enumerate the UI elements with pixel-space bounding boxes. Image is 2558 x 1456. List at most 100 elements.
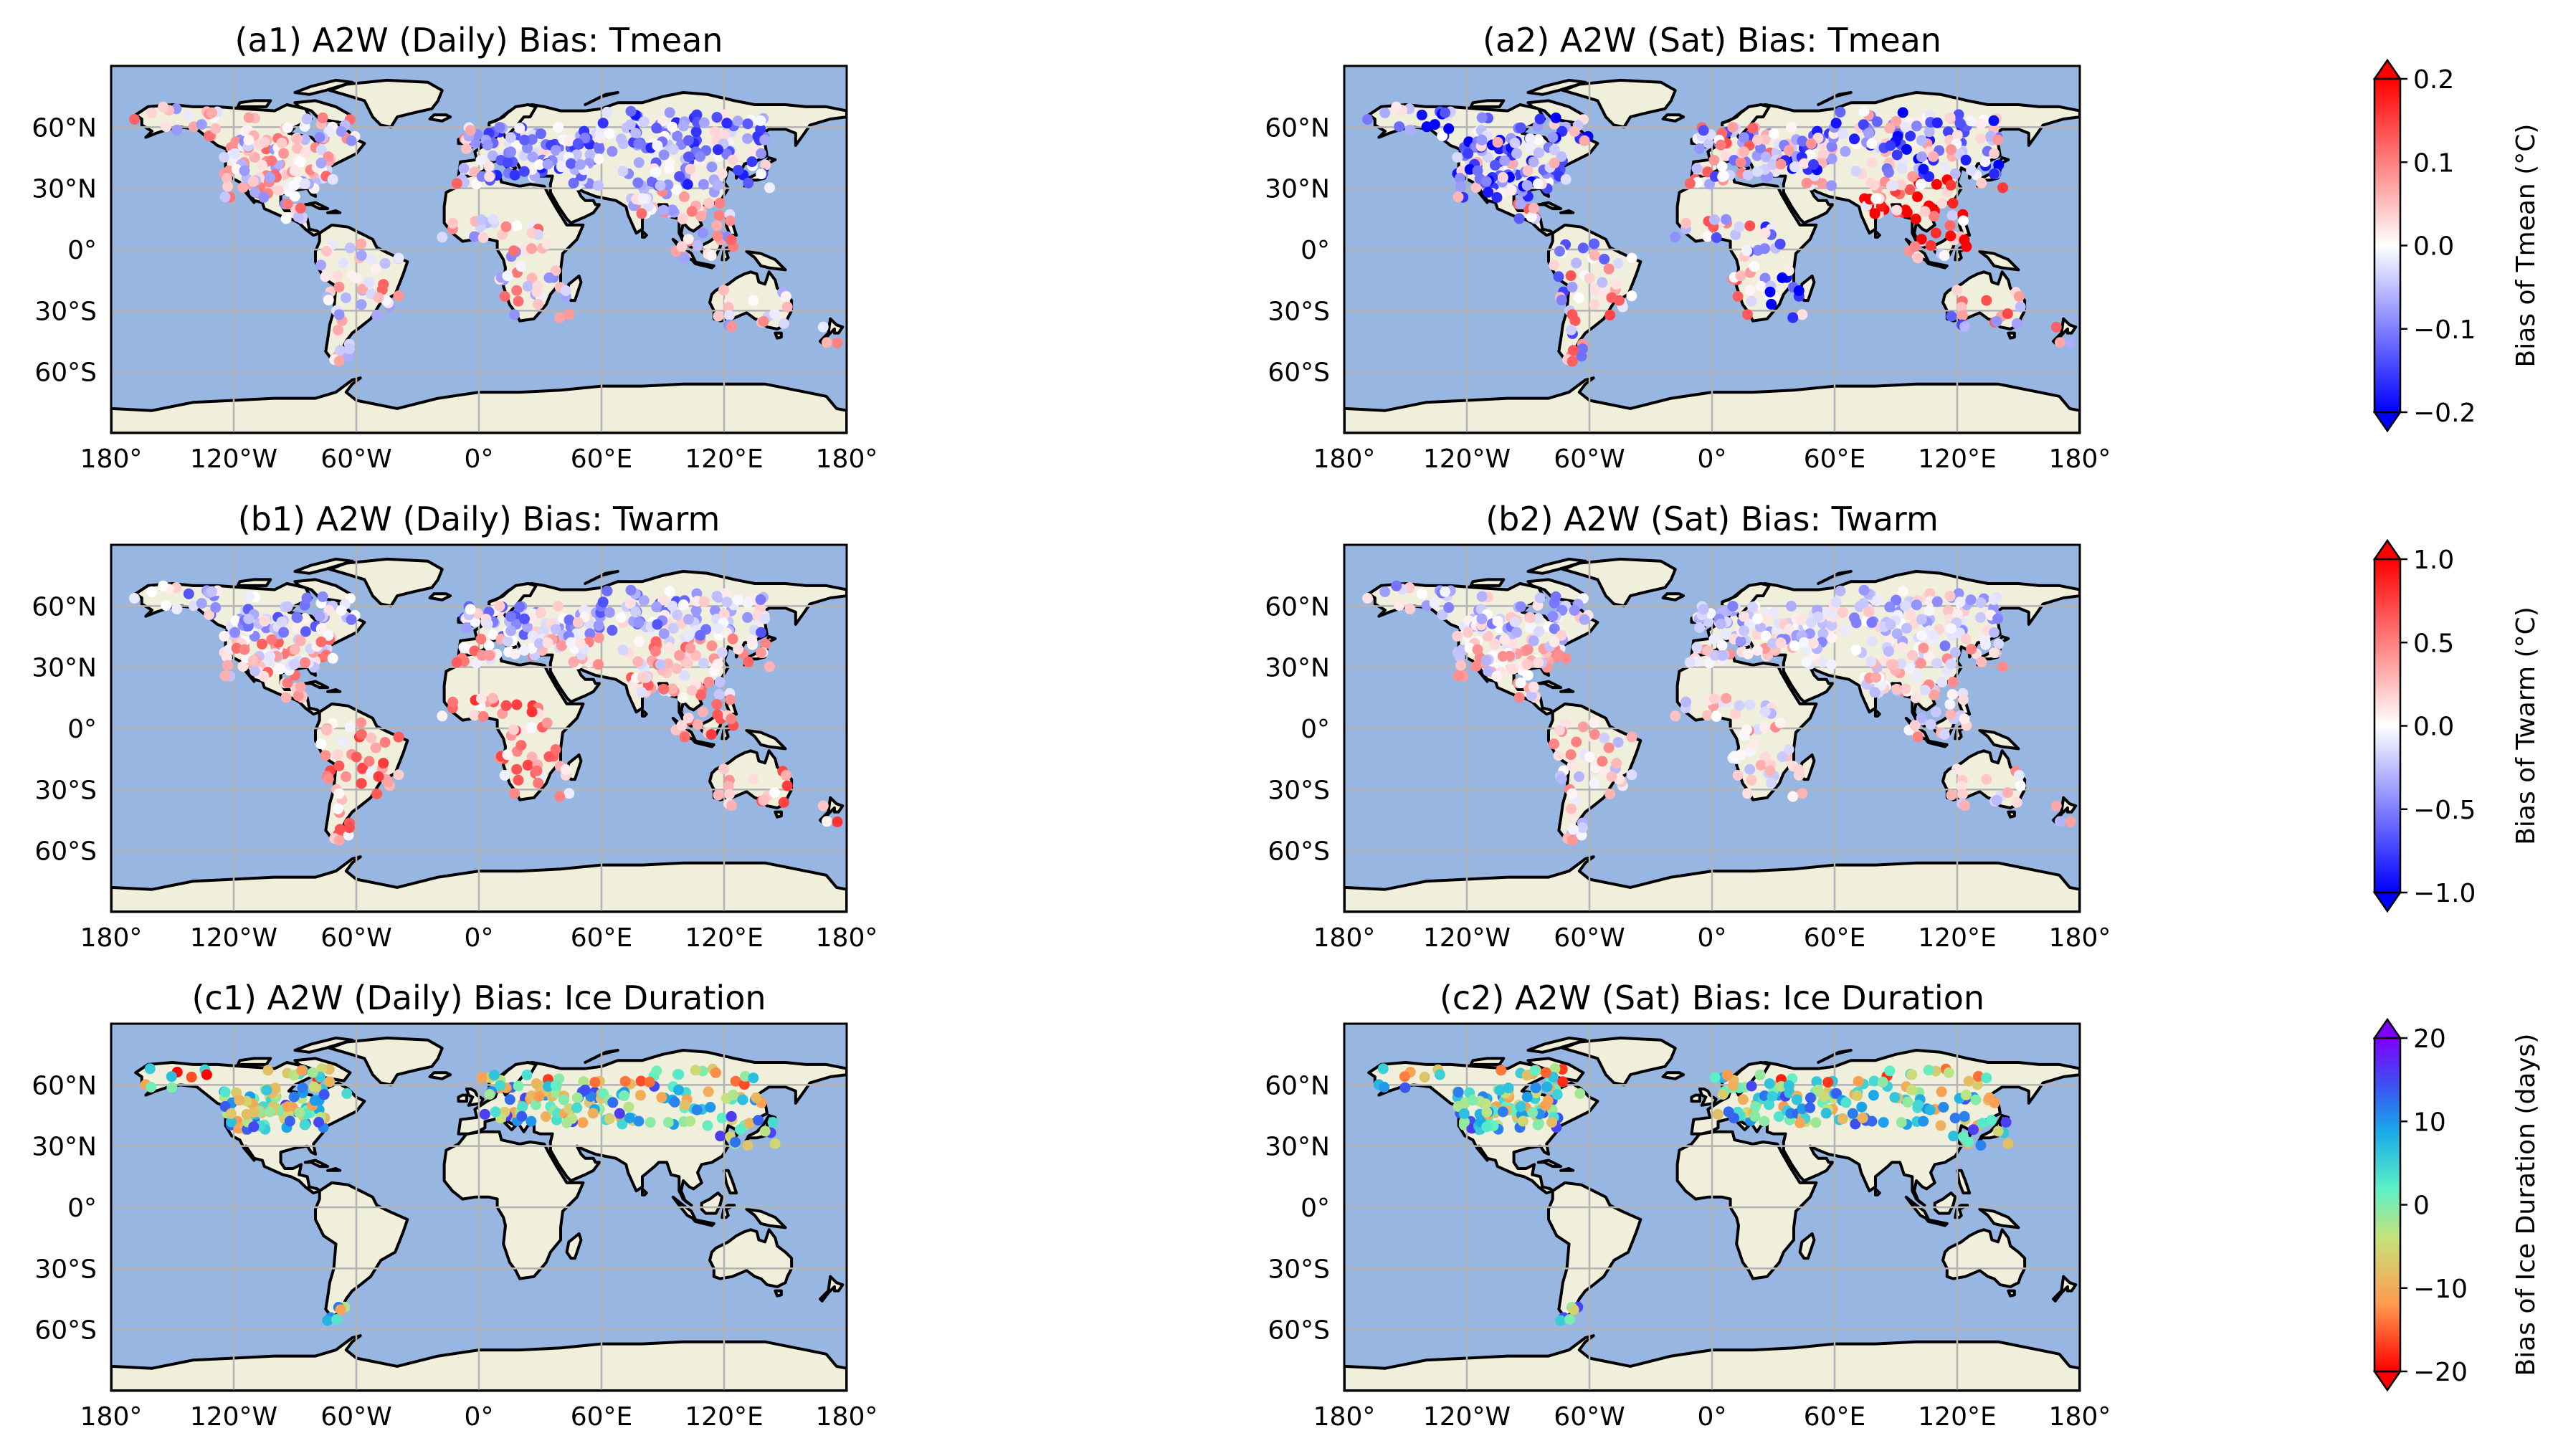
station-marker: [541, 717, 553, 728]
station-marker: [1946, 144, 1956, 156]
land-cuba: [1536, 1158, 1563, 1169]
station-marker: [461, 622, 472, 633]
station-marker: [526, 706, 538, 718]
station-marker: [564, 1103, 575, 1115]
station-marker: [243, 613, 255, 624]
land-cuba: [1536, 201, 1563, 211]
station-marker: [1979, 156, 1991, 168]
station-marker: [393, 290, 404, 302]
station-marker: [728, 1089, 738, 1100]
station-marker: [742, 612, 753, 623]
station-marker: [690, 605, 702, 617]
station-marker: [663, 163, 675, 174]
station-marker: [1515, 199, 1526, 210]
station-marker: [1491, 191, 1503, 203]
station-marker: [2015, 780, 2026, 791]
station-marker: [679, 1099, 690, 1110]
station-marker: [575, 159, 586, 170]
station-marker: [1716, 639, 1728, 651]
station-marker: [742, 597, 753, 609]
map-area: [111, 545, 847, 912]
station-marker: [505, 625, 516, 637]
station-marker: [1975, 597, 1987, 609]
station-marker: [1566, 788, 1578, 799]
station-marker: [645, 1117, 656, 1128]
station-marker: [1549, 144, 1560, 156]
station-marker: [323, 774, 334, 785]
land-philippines: [1956, 1169, 1972, 1195]
station-marker: [1483, 665, 1494, 677]
station-marker: [703, 677, 715, 687]
station-marker: [219, 1101, 231, 1112]
station-marker: [690, 126, 702, 138]
station-marker: [458, 163, 470, 174]
station-marker: [651, 1065, 662, 1077]
lon-tick-label: 60°W: [1554, 444, 1625, 474]
station-marker: [1741, 245, 1752, 257]
station-marker: [166, 1071, 177, 1083]
station-marker: [219, 151, 230, 163]
station-marker: [1746, 774, 1757, 786]
station-marker: [714, 197, 726, 209]
station-marker: [2054, 816, 2065, 827]
station-marker: [692, 240, 703, 251]
station-marker: [710, 126, 721, 138]
lat-tick-label: 30°N: [32, 654, 97, 683]
station-marker: [650, 646, 661, 657]
station-marker: [282, 601, 293, 612]
station-marker: [1958, 215, 1969, 227]
station-marker: [721, 118, 733, 129]
station-marker: [723, 302, 734, 313]
station-marker: [1808, 638, 1819, 649]
lon-tick-label: 60°E: [1804, 923, 1866, 953]
station-marker: [676, 720, 688, 731]
station-marker: [526, 751, 538, 763]
station-marker: [695, 629, 706, 641]
station-marker: [1443, 123, 1455, 134]
lat-tick-label: 60°N: [1265, 592, 1330, 622]
station-marker: [712, 709, 723, 720]
colorbar-tick-label: 1.0: [2413, 546, 2454, 575]
station-marker: [1481, 1107, 1493, 1118]
station-marker: [1566, 760, 1578, 771]
station-marker: [1797, 1103, 1808, 1115]
station-marker: [1721, 1070, 1733, 1081]
station-marker: [341, 292, 351, 303]
station-marker: [1868, 1075, 1880, 1087]
station-marker: [259, 136, 270, 148]
station-marker: [1805, 1092, 1816, 1103]
station-marker: [321, 725, 332, 736]
station-marker: [1694, 143, 1705, 154]
station-marker: [1986, 1115, 1997, 1126]
station-marker: [1858, 584, 1870, 596]
station-marker: [2002, 1138, 2014, 1149]
station-marker: [1981, 774, 1992, 785]
station-marker: [1916, 630, 1927, 642]
land-newGuinea: [745, 728, 787, 751]
station-marker: [1566, 834, 1578, 846]
station-marker: [301, 113, 313, 125]
station-marker: [1399, 1082, 1411, 1093]
station-marker: [1556, 151, 1567, 162]
station-marker: [725, 215, 736, 227]
station-marker: [743, 177, 754, 189]
station-marker: [769, 308, 780, 320]
station-marker: [519, 613, 530, 624]
station-marker: [1549, 636, 1560, 647]
station-marker: [1811, 1076, 1822, 1088]
station-marker: [1565, 270, 1577, 282]
station-marker: [1698, 604, 1709, 615]
station-marker: [550, 744, 561, 755]
station-marker: [714, 676, 726, 687]
station-marker: [674, 171, 685, 182]
station-marker: [1727, 601, 1739, 612]
station-marker: [1553, 271, 1564, 282]
station-marker: [1783, 145, 1794, 156]
station-marker: [477, 232, 489, 243]
lat-tick-label: 30°S: [1268, 776, 1330, 805]
station-marker: [664, 586, 675, 597]
station-marker: [516, 1110, 528, 1122]
station-marker: [1909, 720, 1921, 731]
station-marker: [1916, 234, 1927, 245]
